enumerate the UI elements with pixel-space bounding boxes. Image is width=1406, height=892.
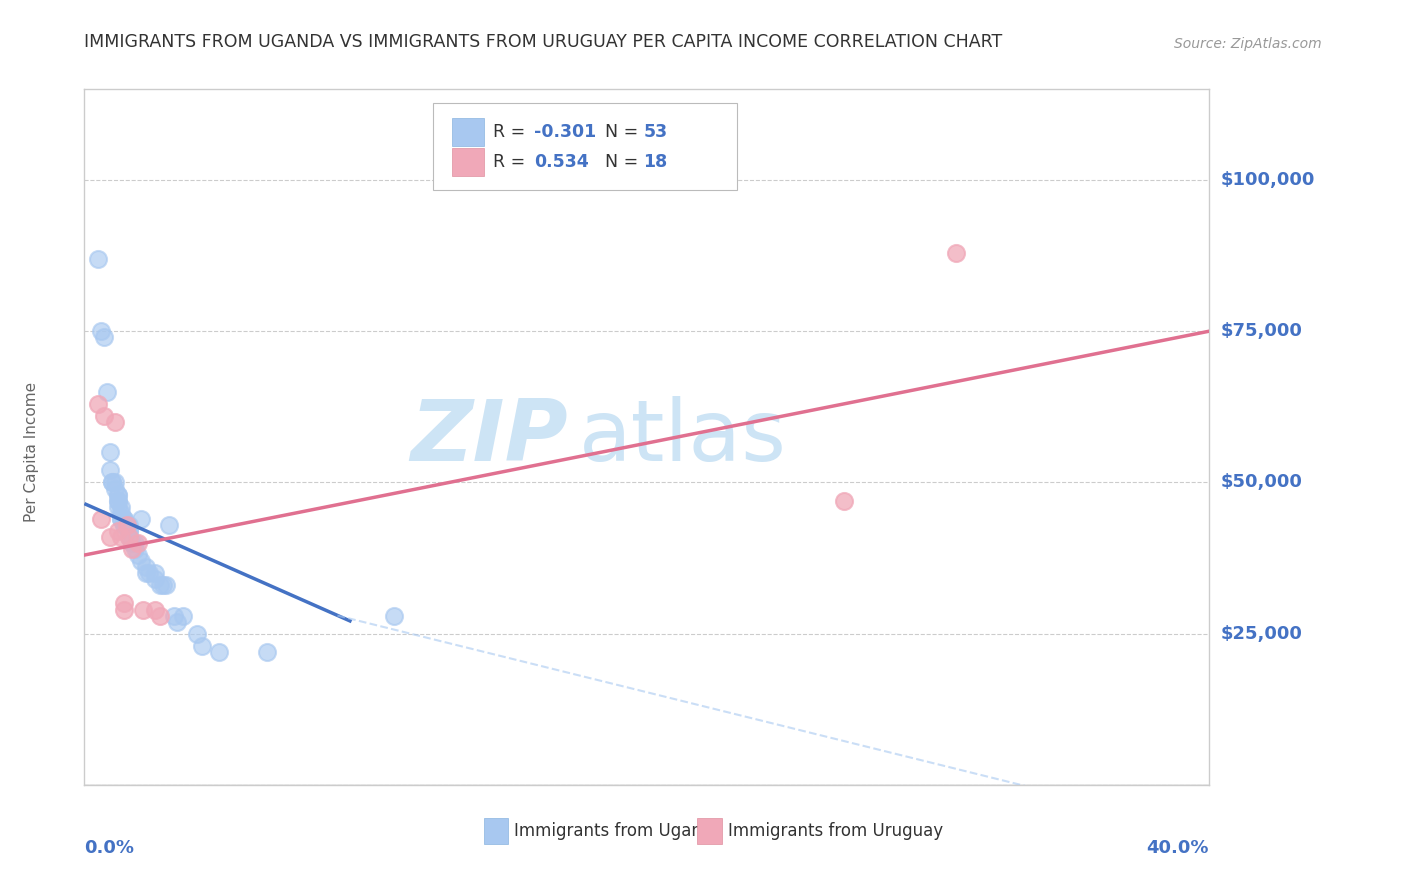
- Point: [101, 475, 124, 490]
- Point: [110, 512, 132, 526]
- Point: [104, 415, 127, 429]
- Point: [96, 384, 118, 399]
- Text: 40.0%: 40.0%: [1147, 839, 1209, 857]
- Point: [115, 517, 138, 532]
- Point: [110, 530, 132, 544]
- Text: $50,000: $50,000: [1220, 474, 1302, 491]
- Point: [121, 536, 143, 550]
- Text: -0.301: -0.301: [534, 122, 596, 141]
- Point: [208, 645, 231, 659]
- Text: 18: 18: [644, 153, 668, 171]
- Text: $100,000: $100,000: [1220, 171, 1315, 189]
- Point: [90, 512, 112, 526]
- Point: [382, 608, 405, 623]
- Point: [112, 512, 135, 526]
- Point: [110, 512, 132, 526]
- Point: [135, 566, 157, 581]
- Text: N =: N =: [605, 153, 644, 171]
- Point: [138, 566, 160, 581]
- Text: R =: R =: [492, 122, 530, 141]
- Point: [107, 500, 129, 514]
- Point: [90, 324, 112, 338]
- Text: 0.534: 0.534: [534, 153, 589, 171]
- FancyBboxPatch shape: [433, 103, 737, 190]
- Point: [135, 560, 157, 574]
- Point: [172, 608, 194, 623]
- Point: [129, 512, 152, 526]
- Point: [107, 487, 129, 501]
- Text: N =: N =: [605, 122, 644, 141]
- Point: [107, 493, 129, 508]
- Text: $25,000: $25,000: [1220, 624, 1302, 643]
- Text: IMMIGRANTS FROM UGANDA VS IMMIGRANTS FROM URUGUAY PER CAPITA INCOME CORRELATION : IMMIGRANTS FROM UGANDA VS IMMIGRANTS FRO…: [84, 33, 1002, 51]
- Point: [107, 493, 129, 508]
- Point: [112, 517, 135, 532]
- Bar: [697, 818, 723, 844]
- Point: [104, 475, 127, 490]
- Point: [118, 524, 141, 538]
- Point: [155, 578, 177, 592]
- Point: [132, 602, 155, 616]
- Text: atlas: atlas: [579, 395, 787, 479]
- Bar: [453, 148, 484, 177]
- Point: [101, 475, 124, 490]
- Point: [163, 608, 186, 623]
- Point: [118, 517, 141, 532]
- Point: [118, 524, 141, 538]
- Point: [149, 578, 172, 592]
- Point: [98, 445, 121, 459]
- Point: [124, 541, 146, 556]
- Point: [98, 530, 121, 544]
- Text: ZIP: ZIP: [411, 395, 568, 479]
- Text: 53: 53: [644, 122, 668, 141]
- Point: [121, 536, 143, 550]
- Point: [945, 245, 967, 260]
- Text: 0.0%: 0.0%: [84, 839, 135, 857]
- Point: [110, 500, 132, 514]
- Point: [115, 517, 138, 532]
- Point: [87, 397, 110, 411]
- Point: [127, 548, 149, 562]
- Point: [143, 572, 166, 586]
- Point: [124, 536, 146, 550]
- Point: [112, 517, 135, 532]
- Point: [112, 597, 135, 611]
- Point: [152, 578, 174, 592]
- Point: [143, 566, 166, 581]
- Text: Source: ZipAtlas.com: Source: ZipAtlas.com: [1174, 37, 1322, 51]
- Point: [143, 602, 166, 616]
- Point: [166, 615, 188, 629]
- Text: Immigrants from Uruguay: Immigrants from Uruguay: [728, 822, 943, 840]
- Point: [104, 482, 127, 496]
- Point: [191, 639, 214, 653]
- Point: [112, 602, 135, 616]
- Point: [127, 536, 149, 550]
- Point: [129, 554, 152, 568]
- Text: Immigrants from Uganda: Immigrants from Uganda: [515, 822, 723, 840]
- Point: [93, 330, 115, 344]
- Text: R =: R =: [492, 153, 530, 171]
- Point: [121, 541, 143, 556]
- Point: [832, 493, 855, 508]
- Point: [110, 506, 132, 520]
- Point: [149, 608, 172, 623]
- Bar: [453, 118, 484, 145]
- Point: [186, 626, 208, 640]
- Point: [112, 512, 135, 526]
- Bar: [484, 818, 509, 844]
- Point: [118, 530, 141, 544]
- Point: [107, 487, 129, 501]
- Point: [118, 530, 141, 544]
- Point: [93, 409, 115, 423]
- Text: $75,000: $75,000: [1220, 322, 1302, 340]
- Point: [87, 252, 110, 266]
- Point: [256, 645, 278, 659]
- Point: [115, 517, 138, 532]
- Point: [107, 524, 129, 538]
- Text: Per Capita Income: Per Capita Income: [24, 382, 39, 523]
- Point: [98, 463, 121, 477]
- Point: [157, 517, 180, 532]
